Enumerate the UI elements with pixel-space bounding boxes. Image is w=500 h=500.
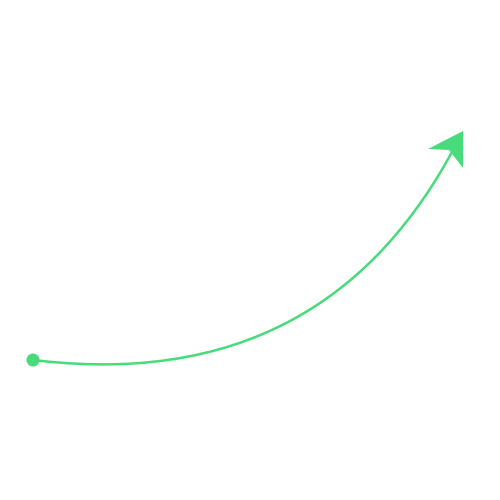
arrow-curve [31,150,454,366]
start-dot [26,353,40,367]
arrow-head [428,131,463,168]
